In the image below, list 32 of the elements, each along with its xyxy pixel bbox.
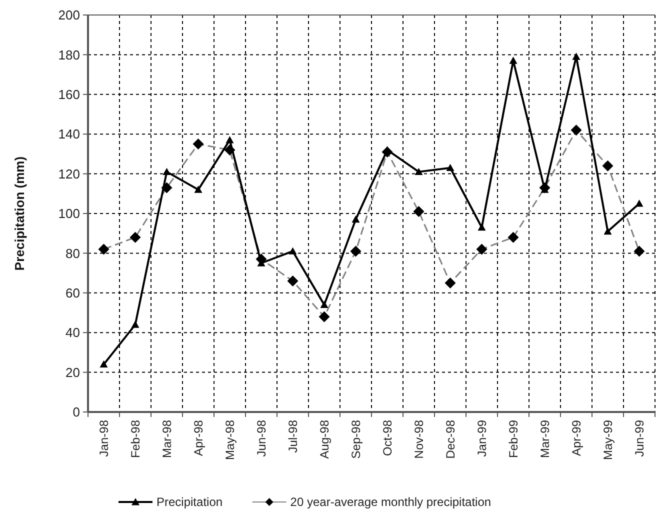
y-tick-label: 200 (58, 8, 80, 23)
legend-label: 20 year-average monthly precipitation (290, 495, 492, 510)
x-tick-label: Apr-98 (191, 420, 206, 456)
x-tick-label: Aug-98 (317, 420, 332, 459)
x-tick-label: Nov-98 (412, 420, 426, 459)
x-tick-label: Mar-99 (538, 420, 552, 458)
y-tick-label: 20 (66, 364, 80, 380)
y-tick-label: 0 (72, 404, 80, 420)
x-tick-label: Mar-98 (160, 420, 174, 458)
x-tick-label: Jun-98 (254, 420, 268, 457)
y-tick-label: 100 (58, 206, 80, 222)
x-tick-label: Dec-98 (443, 420, 458, 459)
x-tick-label: Feb-99 (506, 420, 520, 458)
y-tick-label: 60 (66, 285, 80, 300)
x-tick-label: Apr-99 (569, 420, 584, 456)
x-tick-label: Jul-98 (286, 420, 300, 453)
x-tick-label: Jan-98 (96, 420, 111, 457)
y-tick-label: 140 (58, 126, 80, 142)
y-tick-label: 80 (66, 246, 80, 261)
y-tick-label: 120 (58, 166, 80, 182)
y-tick-label: 180 (58, 47, 80, 62)
x-tick-label: May-99 (600, 420, 615, 460)
x-tick-label: Feb-98 (128, 420, 142, 458)
x-tick-label: Oct-98 (380, 420, 394, 456)
y-axis-title: Precipitation (mm) (12, 156, 27, 271)
x-tick-label: Jan-99 (474, 420, 489, 457)
x-tick-label: Sep-98 (348, 420, 363, 459)
y-tick-label: 160 (58, 86, 80, 102)
legend-label: Precipitation (156, 495, 223, 510)
y-tick-label: 40 (66, 325, 80, 340)
x-tick-label: Jun-99 (632, 420, 646, 457)
x-tick-label: May-98 (222, 420, 237, 460)
